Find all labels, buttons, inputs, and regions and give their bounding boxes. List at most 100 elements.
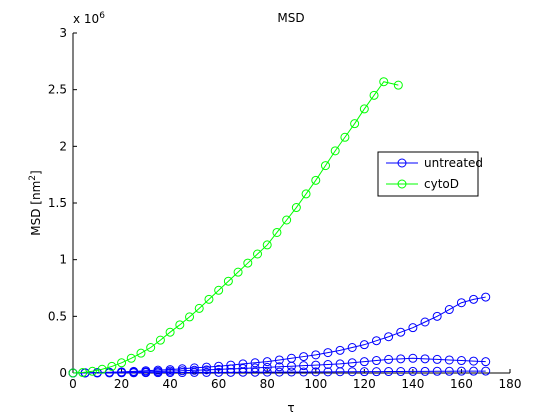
x-axis-label: τ (287, 401, 294, 415)
marker (323, 360, 333, 369)
x-tick-label: 180 (499, 377, 522, 391)
marker (408, 366, 418, 376)
marker (432, 311, 442, 321)
marker (250, 358, 260, 368)
y-tick-label: 0 (59, 366, 67, 380)
marker (323, 367, 333, 377)
marker (311, 367, 321, 377)
marker (393, 80, 403, 90)
marker (238, 367, 248, 377)
x-tick-label: 60 (211, 377, 226, 391)
marker (396, 327, 406, 337)
x-tick-label: 160 (450, 377, 473, 391)
marker (189, 363, 199, 373)
marker (384, 367, 394, 377)
y-axis-label: MSD [nm2] (28, 170, 43, 235)
marker (311, 350, 321, 360)
marker (311, 175, 321, 185)
marker (347, 343, 357, 352)
marker (189, 365, 199, 375)
marker (253, 249, 263, 259)
marker (350, 119, 360, 129)
marker (202, 362, 212, 372)
marker (444, 355, 454, 365)
marker (481, 357, 491, 367)
x-tick-label: 40 (162, 377, 177, 391)
marker (68, 368, 78, 378)
y-exponent: x 106 (73, 11, 105, 26)
legend-box (377, 151, 479, 197)
marker (469, 356, 479, 366)
marker (141, 368, 151, 378)
marker (287, 361, 296, 371)
x-tick-label: 100 (304, 377, 327, 391)
y-tick-label: 2 (59, 139, 67, 153)
marker (126, 353, 136, 363)
chart-title: MSD (277, 11, 304, 25)
marker (432, 354, 442, 364)
marker (287, 367, 296, 377)
marker (379, 77, 389, 87)
marker (250, 367, 260, 377)
marker (107, 361, 117, 371)
marker (420, 354, 430, 364)
marker (243, 258, 253, 268)
marker (408, 323, 418, 333)
marker (78, 368, 88, 378)
y-tick-label: 2.5 (48, 83, 67, 97)
marker (117, 358, 127, 368)
marker (214, 364, 224, 374)
marker (335, 345, 345, 355)
marker (396, 367, 406, 377)
marker (274, 362, 284, 372)
marker (299, 361, 309, 371)
marker (214, 361, 224, 371)
marker (301, 189, 311, 199)
marker (214, 285, 224, 295)
marker (444, 366, 454, 376)
marker (104, 368, 114, 378)
marker (323, 348, 333, 358)
exp-base: x 10 (73, 12, 99, 26)
marker (311, 360, 321, 370)
x-tick-label: 120 (353, 377, 376, 391)
marker (359, 104, 369, 114)
marker (233, 267, 243, 277)
series-line (72, 81, 399, 374)
marker (202, 367, 212, 377)
x-tick-label: 140 (401, 377, 424, 391)
marker (87, 366, 97, 376)
marker (396, 354, 406, 364)
x-tick-label: 0 (69, 377, 77, 391)
y-tick-label: 1.5 (48, 196, 67, 210)
marker (359, 340, 369, 350)
y-tick-label: 1 (59, 253, 67, 267)
marker (189, 367, 199, 377)
marker (146, 343, 156, 352)
y-label-text: MSD [nm (29, 181, 43, 236)
marker (299, 352, 309, 362)
marker (347, 367, 357, 377)
marker (444, 305, 454, 315)
marker (136, 348, 146, 358)
marker (97, 364, 107, 374)
marker (226, 364, 236, 374)
marker (347, 358, 357, 368)
marker (371, 356, 381, 366)
marker (432, 366, 442, 376)
marker (456, 356, 466, 366)
marker (340, 132, 350, 142)
marker (369, 90, 379, 100)
marker (320, 161, 330, 171)
exp-power: 6 (99, 11, 105, 21)
marker (214, 367, 224, 377)
marker (359, 367, 369, 377)
marker (117, 368, 127, 378)
marker (175, 320, 185, 330)
marker (371, 367, 381, 377)
marker (223, 276, 233, 286)
marker (456, 366, 466, 376)
marker (384, 332, 394, 342)
